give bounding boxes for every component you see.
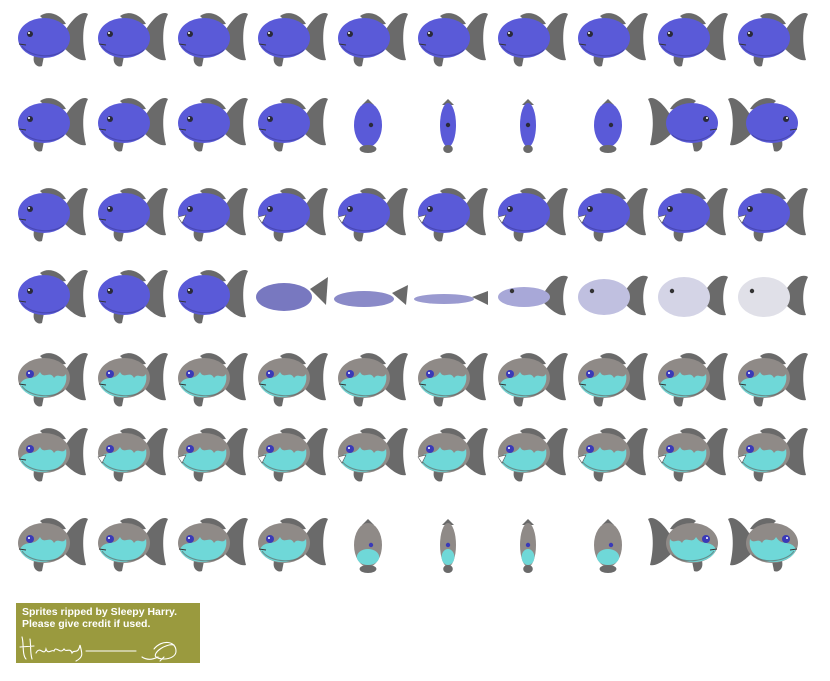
blue-bite-sprite-6 bbox=[417, 187, 488, 242]
blue-bite-sprite-5 bbox=[337, 187, 408, 242]
shiny-swim-sprite-1 bbox=[18, 352, 88, 407]
blue-faint-sprite-7 bbox=[498, 275, 568, 316]
shiny-swim-sprite-6 bbox=[418, 352, 488, 407]
shiny-swim-sprite-8 bbox=[578, 352, 648, 407]
blue-faint-sprite-8 bbox=[578, 275, 648, 316]
shiny-turn-sprite-8 bbox=[594, 519, 622, 573]
credit-line-1: Sprites ripped by Sleepy Harry. bbox=[22, 606, 178, 618]
blue-turn-sprite-9 bbox=[648, 97, 718, 152]
shiny-turn-sprite-6 bbox=[440, 519, 456, 573]
shiny-turn-sprite-4 bbox=[258, 517, 328, 572]
shiny-swim-sprite-7 bbox=[498, 352, 568, 407]
blue-faint-sprite-10 bbox=[738, 275, 808, 317]
blue-swim-sprite-8 bbox=[578, 12, 648, 67]
shiny-bite-sprite-1 bbox=[18, 427, 88, 482]
blue-swim-sprite-3 bbox=[178, 12, 248, 67]
blue-bite-sprite-2 bbox=[98, 187, 168, 242]
shiny-swim-sprite-9 bbox=[658, 352, 728, 407]
blue-faint-sprite-3 bbox=[178, 269, 248, 324]
shiny-turn-sprite-7 bbox=[520, 519, 536, 573]
blue-faint-sprite-2 bbox=[98, 269, 168, 324]
blue-swim-sprite-5 bbox=[338, 12, 408, 67]
blue-turn-sprite-1 bbox=[18, 97, 88, 152]
blue-swim-sprite-2 bbox=[98, 12, 168, 67]
blue-turn-sprite-2 bbox=[98, 97, 168, 152]
shiny-bite-sprite-9 bbox=[657, 427, 728, 482]
credit-box: Sprites ripped by Sleepy Harry. Please g… bbox=[16, 603, 200, 663]
shiny-turn-sprite-2 bbox=[98, 517, 168, 572]
signature-image bbox=[19, 636, 177, 662]
shiny-swim-sprite-5 bbox=[338, 352, 408, 407]
blue-bite-sprite-1 bbox=[18, 187, 88, 242]
shiny-turn-sprite-5 bbox=[354, 519, 382, 573]
blue-swim-sprite-6 bbox=[418, 12, 488, 67]
blue-bite-sprite-8 bbox=[577, 187, 648, 242]
blue-swim-sprite-10 bbox=[738, 12, 808, 67]
shiny-swim-sprite-2 bbox=[98, 352, 168, 407]
shiny-swim-sprite-4 bbox=[258, 352, 328, 407]
blue-swim-sprite-1 bbox=[18, 12, 88, 67]
shiny-swim-sprite-3 bbox=[178, 352, 248, 407]
blue-turn-sprite-5 bbox=[354, 99, 382, 153]
shiny-bite-sprite-10 bbox=[737, 427, 808, 482]
blue-swim-sprite-9 bbox=[658, 12, 728, 67]
blue-faint-sprite-1 bbox=[18, 269, 88, 324]
shiny-bite-sprite-7 bbox=[497, 427, 568, 482]
shiny-bite-sprite-4 bbox=[257, 427, 328, 482]
blue-turn-sprite-7 bbox=[520, 99, 536, 153]
blue-faint-sprite-4 bbox=[256, 277, 328, 311]
shiny-turn-sprite-3 bbox=[178, 517, 248, 572]
shiny-turn-sprite-1 bbox=[18, 517, 88, 572]
shiny-turn-sprite-10 bbox=[728, 517, 798, 572]
blue-faint-sprite-9 bbox=[658, 275, 728, 317]
sprite-sheet bbox=[18, 12, 808, 573]
shiny-bite-sprite-6 bbox=[417, 427, 488, 482]
blue-turn-sprite-10 bbox=[728, 97, 798, 152]
shiny-turn-sprite-9 bbox=[648, 517, 718, 572]
blue-bite-sprite-9 bbox=[657, 187, 728, 242]
blue-turn-sprite-6 bbox=[440, 99, 456, 153]
shiny-bite-sprite-5 bbox=[337, 427, 408, 482]
blue-turn-sprite-3 bbox=[178, 97, 248, 152]
blue-bite-sprite-3 bbox=[177, 187, 248, 242]
blue-turn-sprite-8 bbox=[594, 99, 622, 153]
shiny-bite-sprite-8 bbox=[577, 427, 648, 482]
blue-swim-sprite-7 bbox=[498, 12, 568, 67]
blue-bite-sprite-10 bbox=[737, 187, 808, 242]
blue-turn-sprite-4 bbox=[258, 97, 328, 152]
shiny-bite-sprite-3 bbox=[177, 427, 248, 482]
blue-bite-sprite-4 bbox=[257, 187, 328, 242]
shiny-swim-sprite-10 bbox=[738, 352, 808, 407]
credit-line-2: Please give credit if used. bbox=[22, 618, 151, 630]
shiny-bite-sprite-2 bbox=[97, 427, 168, 482]
blue-swim-sprite-4 bbox=[258, 12, 328, 67]
blue-faint-sprite-6 bbox=[414, 291, 488, 305]
blue-bite-sprite-7 bbox=[497, 187, 568, 242]
blue-faint-sprite-5 bbox=[334, 285, 408, 307]
